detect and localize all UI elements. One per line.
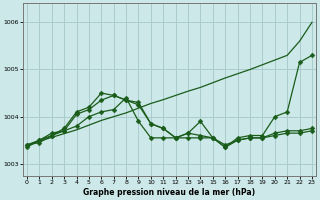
X-axis label: Graphe pression niveau de la mer (hPa): Graphe pression niveau de la mer (hPa) — [84, 188, 256, 197]
